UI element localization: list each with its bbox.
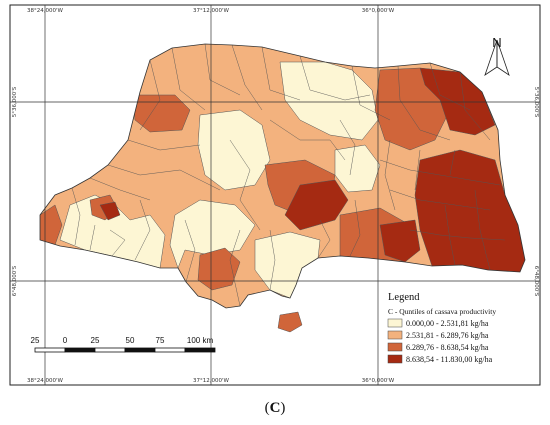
grid-label-top-2: 37°12,000'W bbox=[193, 8, 230, 14]
grid-label-right-2: 6°48,000'S bbox=[533, 266, 539, 297]
legend-label-2: 2.531,81 - 6.289,76 kg/ha bbox=[406, 331, 489, 340]
region-island bbox=[277, 311, 303, 333]
grid-label-left-1: 5°36,000'S bbox=[12, 86, 18, 117]
grid-label-left-2: 6°48,000'S bbox=[12, 265, 18, 296]
scale-label-4: 75 bbox=[156, 336, 165, 345]
legend-swatch-4 bbox=[387, 354, 403, 364]
region-class4-small bbox=[99, 201, 121, 221]
caption-close: ) bbox=[280, 400, 286, 416]
grid-label-top-1: 38°24,000'W bbox=[27, 8, 64, 14]
legend: Legend C - Quntiles of cassava productiv… bbox=[387, 292, 496, 364]
grid-label-right-1: 5°36,000'S bbox=[533, 87, 539, 118]
grid-label-bottom-3: 36°0,000'W bbox=[362, 378, 395, 384]
caption-open: ( bbox=[264, 400, 270, 416]
caption-letter: C bbox=[269, 400, 281, 416]
region-class1-north-central bbox=[279, 61, 379, 141]
region-class4-south-east bbox=[379, 219, 421, 263]
legend-swatch-2 bbox=[387, 330, 403, 340]
legend-subtitle: C - Quntiles of cassava productivity bbox=[388, 307, 496, 316]
grid-label-bottom-1: 38°24,000'W bbox=[27, 378, 64, 384]
legend-label-1: 0.000,00 - 2.531,81 kg/ha bbox=[406, 319, 489, 328]
region-class4-center bbox=[284, 179, 349, 231]
scale-label-1: 0 bbox=[63, 336, 68, 345]
grid-label-bottom-2: 37°12,000'W bbox=[193, 378, 230, 384]
region-class3-south bbox=[197, 247, 241, 291]
legend-label-3: 6.289,76 - 8.638,54 kg/ha bbox=[406, 343, 489, 352]
north-arrow bbox=[484, 39, 510, 76]
state-outline bbox=[39, 43, 526, 309]
scale-label-0: 25 bbox=[31, 336, 40, 345]
grid-label-top-3: 36°0,000'W bbox=[362, 8, 395, 14]
legend-title: Legend bbox=[388, 292, 420, 303]
region-class3-northwest bbox=[131, 94, 191, 133]
north-label: N bbox=[492, 35, 501, 50]
figure-caption: (C) bbox=[0, 400, 550, 417]
scale-label-5: 100 km bbox=[187, 336, 214, 345]
graticule bbox=[10, 5, 540, 385]
scale-bar bbox=[34, 347, 216, 353]
region-class1-center bbox=[197, 109, 271, 191]
region-class3-west bbox=[40, 204, 63, 246]
map-figure: 38°24,000'W 37°12,000'W 36°0,000'W 38°24… bbox=[9, 4, 541, 386]
legend-swatch-1 bbox=[387, 318, 403, 328]
municipal-boundaries bbox=[71, 44, 506, 307]
scale-label-2: 25 bbox=[91, 336, 100, 345]
legend-label-4: 8.638,54 - 11.830,00 kg/ha bbox=[406, 355, 493, 364]
legend-swatch-3 bbox=[387, 342, 403, 352]
scale-label-3: 50 bbox=[126, 336, 135, 345]
